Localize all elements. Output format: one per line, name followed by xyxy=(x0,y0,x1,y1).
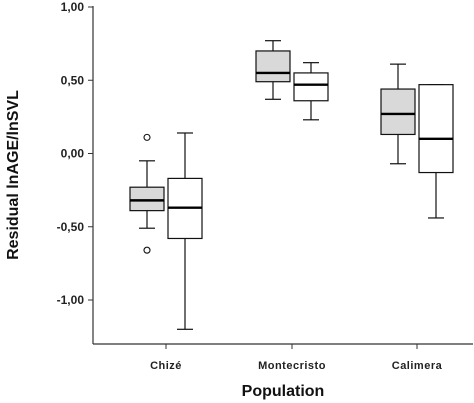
y-ticks: 1,00 0,50 0,00 -0,50 -1,00 xyxy=(57,0,93,307)
box-iqr xyxy=(255,50,291,83)
box-plot-item xyxy=(380,63,416,165)
outlier-point xyxy=(143,133,151,141)
box-plot-item xyxy=(167,132,203,330)
y-tick-label: 0,00 xyxy=(61,147,85,161)
box-plot-item xyxy=(418,84,454,219)
y-tick-label: 0,50 xyxy=(61,73,85,87)
box-iqr xyxy=(380,88,416,136)
box-iqr xyxy=(129,186,165,212)
x-ticks: Chizé Montecristo Calimera xyxy=(150,344,443,372)
y-tick-label: -1,00 xyxy=(57,293,85,307)
box-iqr xyxy=(418,84,454,174)
outlier-point xyxy=(143,246,151,254)
x-tick-label: Chizé xyxy=(150,360,182,372)
boxes xyxy=(129,40,454,330)
box-plot-item xyxy=(129,133,165,254)
box-plot-item xyxy=(293,62,329,121)
box-plot-item xyxy=(255,40,291,100)
y-tick-label: -0,50 xyxy=(57,220,85,234)
axes xyxy=(92,6,473,345)
y-tick-label: 1,00 xyxy=(61,0,85,14)
x-tick-label: Montecristo xyxy=(258,360,326,372)
x-tick-label: Calimera xyxy=(392,360,443,372)
y-axis-title: Residual lnAGE/lnSVL xyxy=(5,90,22,260)
box-iqr xyxy=(293,72,329,102)
x-axis-title: Population xyxy=(242,383,325,400)
